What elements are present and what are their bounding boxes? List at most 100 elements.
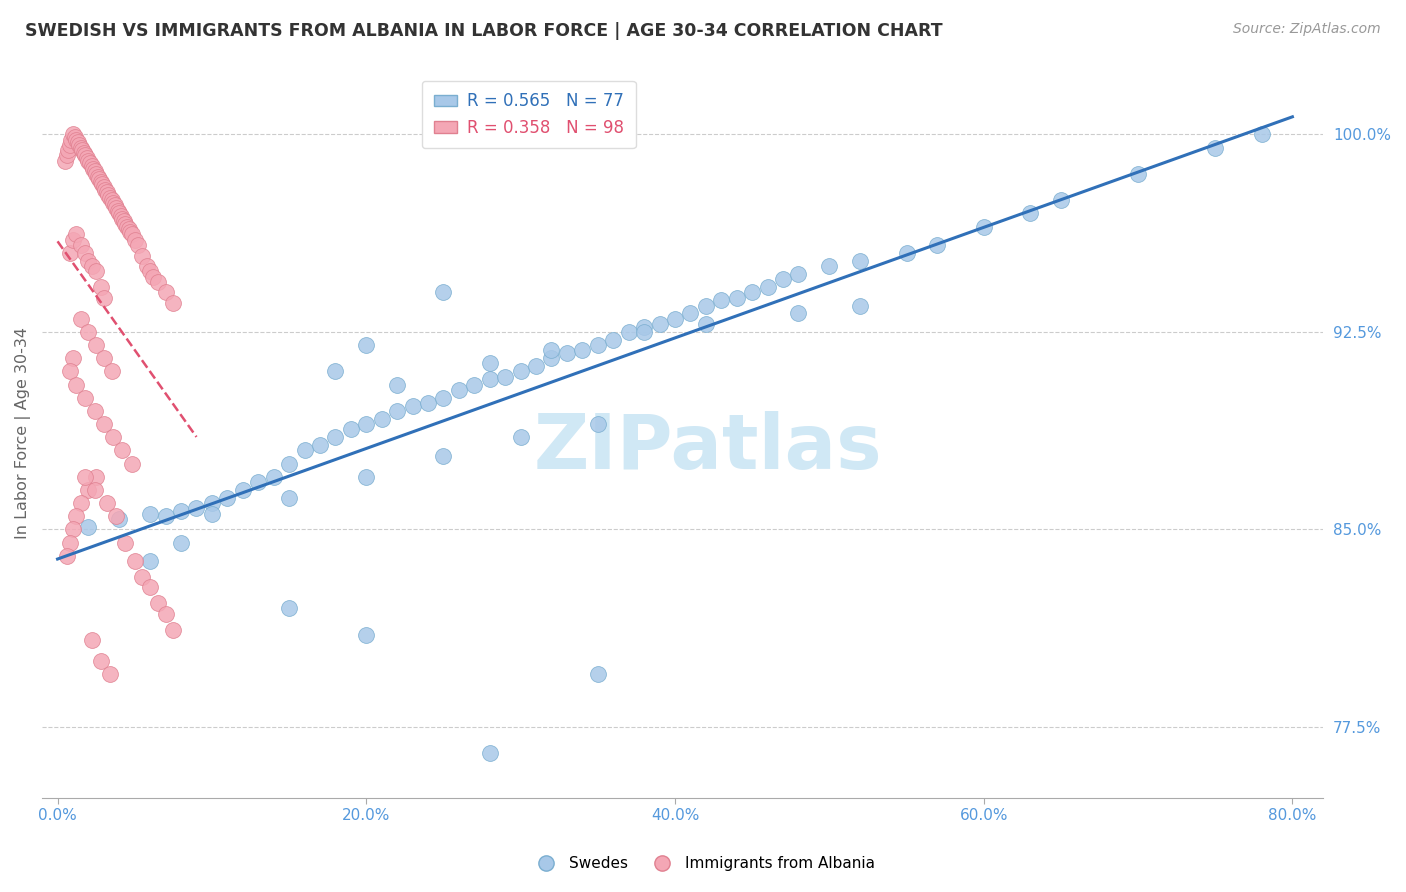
Point (77, 520, 100, 534)
Point (84, 167, 107, 181)
Point (63, 130, 86, 145)
Point (432, 391, 454, 405)
Point (105, 201, 128, 215)
Point (695, 317, 717, 331)
Point (59, 245, 82, 260)
Point (354, 338, 377, 352)
Point (478, 372, 501, 386)
Point (131, 248, 153, 262)
Point (648, 317, 671, 331)
Point (385, 404, 408, 418)
Point (162, 296, 184, 310)
Point (139, 554, 162, 568)
Point (787, 267, 810, 281)
Point (478, 357, 501, 371)
Point (201, 496, 224, 510)
Point (59, 364, 82, 378)
Point (58, 143, 80, 157)
Point (110, 209, 132, 223)
Point (170, 504, 193, 518)
Point (66, 135, 89, 149)
Point (115, 219, 138, 234)
Point (56, 549, 79, 563)
Point (139, 264, 162, 278)
Point (973, 219, 995, 234)
Point (93, 417, 115, 431)
Point (111, 443, 134, 458)
Text: SWEDISH VS IMMIGRANTS FROM ALBANIA IN LABOR FORCE | AGE 30-34 CORRELATION CHART: SWEDISH VS IMMIGRANTS FROM ALBANIA IN LA… (25, 22, 943, 40)
Point (201, 507, 224, 521)
Point (101, 430, 124, 444)
Point (725, 291, 748, 305)
Point (278, 601, 301, 615)
Point (98, 667, 121, 681)
Point (463, 377, 485, 392)
Point (117, 222, 139, 236)
Point (67, 137, 90, 152)
Point (59, 137, 82, 152)
Point (524, 359, 547, 373)
Point (97, 188, 120, 202)
Point (53, 153, 76, 168)
Point (633, 319, 655, 334)
Point (75, 148, 97, 162)
Point (84, 469, 107, 483)
Point (93, 351, 115, 366)
Point (62, 233, 84, 247)
Point (142, 269, 165, 284)
Point (75, 245, 97, 260)
Point (787, 306, 810, 320)
Point (91, 178, 114, 192)
Point (127, 238, 149, 252)
Point (278, 457, 301, 471)
Point (710, 293, 733, 308)
Point (89, 172, 111, 186)
Point (432, 449, 454, 463)
Point (217, 491, 239, 505)
Point (86, 169, 108, 184)
Legend: Swedes, Immigrants from Albania: Swedes, Immigrants from Albania (524, 850, 882, 877)
Point (90, 280, 112, 294)
Point (93, 291, 115, 305)
Point (432, 285, 454, 300)
Point (114, 535, 136, 549)
Point (1126, 167, 1149, 181)
Point (84, 338, 107, 352)
Point (65, 509, 87, 524)
Point (278, 491, 301, 505)
Point (101, 195, 124, 210)
Point (121, 457, 143, 471)
Point (1019, 206, 1042, 220)
Point (162, 623, 184, 637)
Point (111, 211, 134, 226)
Point (108, 206, 131, 220)
Point (112, 214, 135, 228)
Point (146, 275, 169, 289)
Point (695, 299, 717, 313)
Point (325, 364, 347, 378)
Point (65, 377, 87, 392)
Point (105, 509, 128, 524)
Point (849, 253, 872, 268)
Point (447, 383, 470, 397)
Point (170, 535, 193, 549)
Point (69, 496, 91, 510)
Point (586, 338, 609, 352)
Y-axis label: In Labor Force | Age 30-34: In Labor Force | Age 30-34 (15, 327, 31, 540)
Point (90, 654, 112, 668)
Point (927, 238, 949, 252)
Point (60, 133, 83, 147)
Point (247, 475, 270, 489)
Point (155, 607, 177, 621)
Point (186, 501, 208, 516)
Point (100, 364, 122, 378)
Point (849, 299, 872, 313)
Point (93, 180, 115, 194)
Point (76, 151, 98, 165)
Point (818, 259, 841, 273)
Point (294, 443, 316, 458)
Point (478, 746, 501, 760)
Point (263, 469, 285, 483)
Point (1204, 140, 1226, 154)
Point (1050, 193, 1073, 207)
